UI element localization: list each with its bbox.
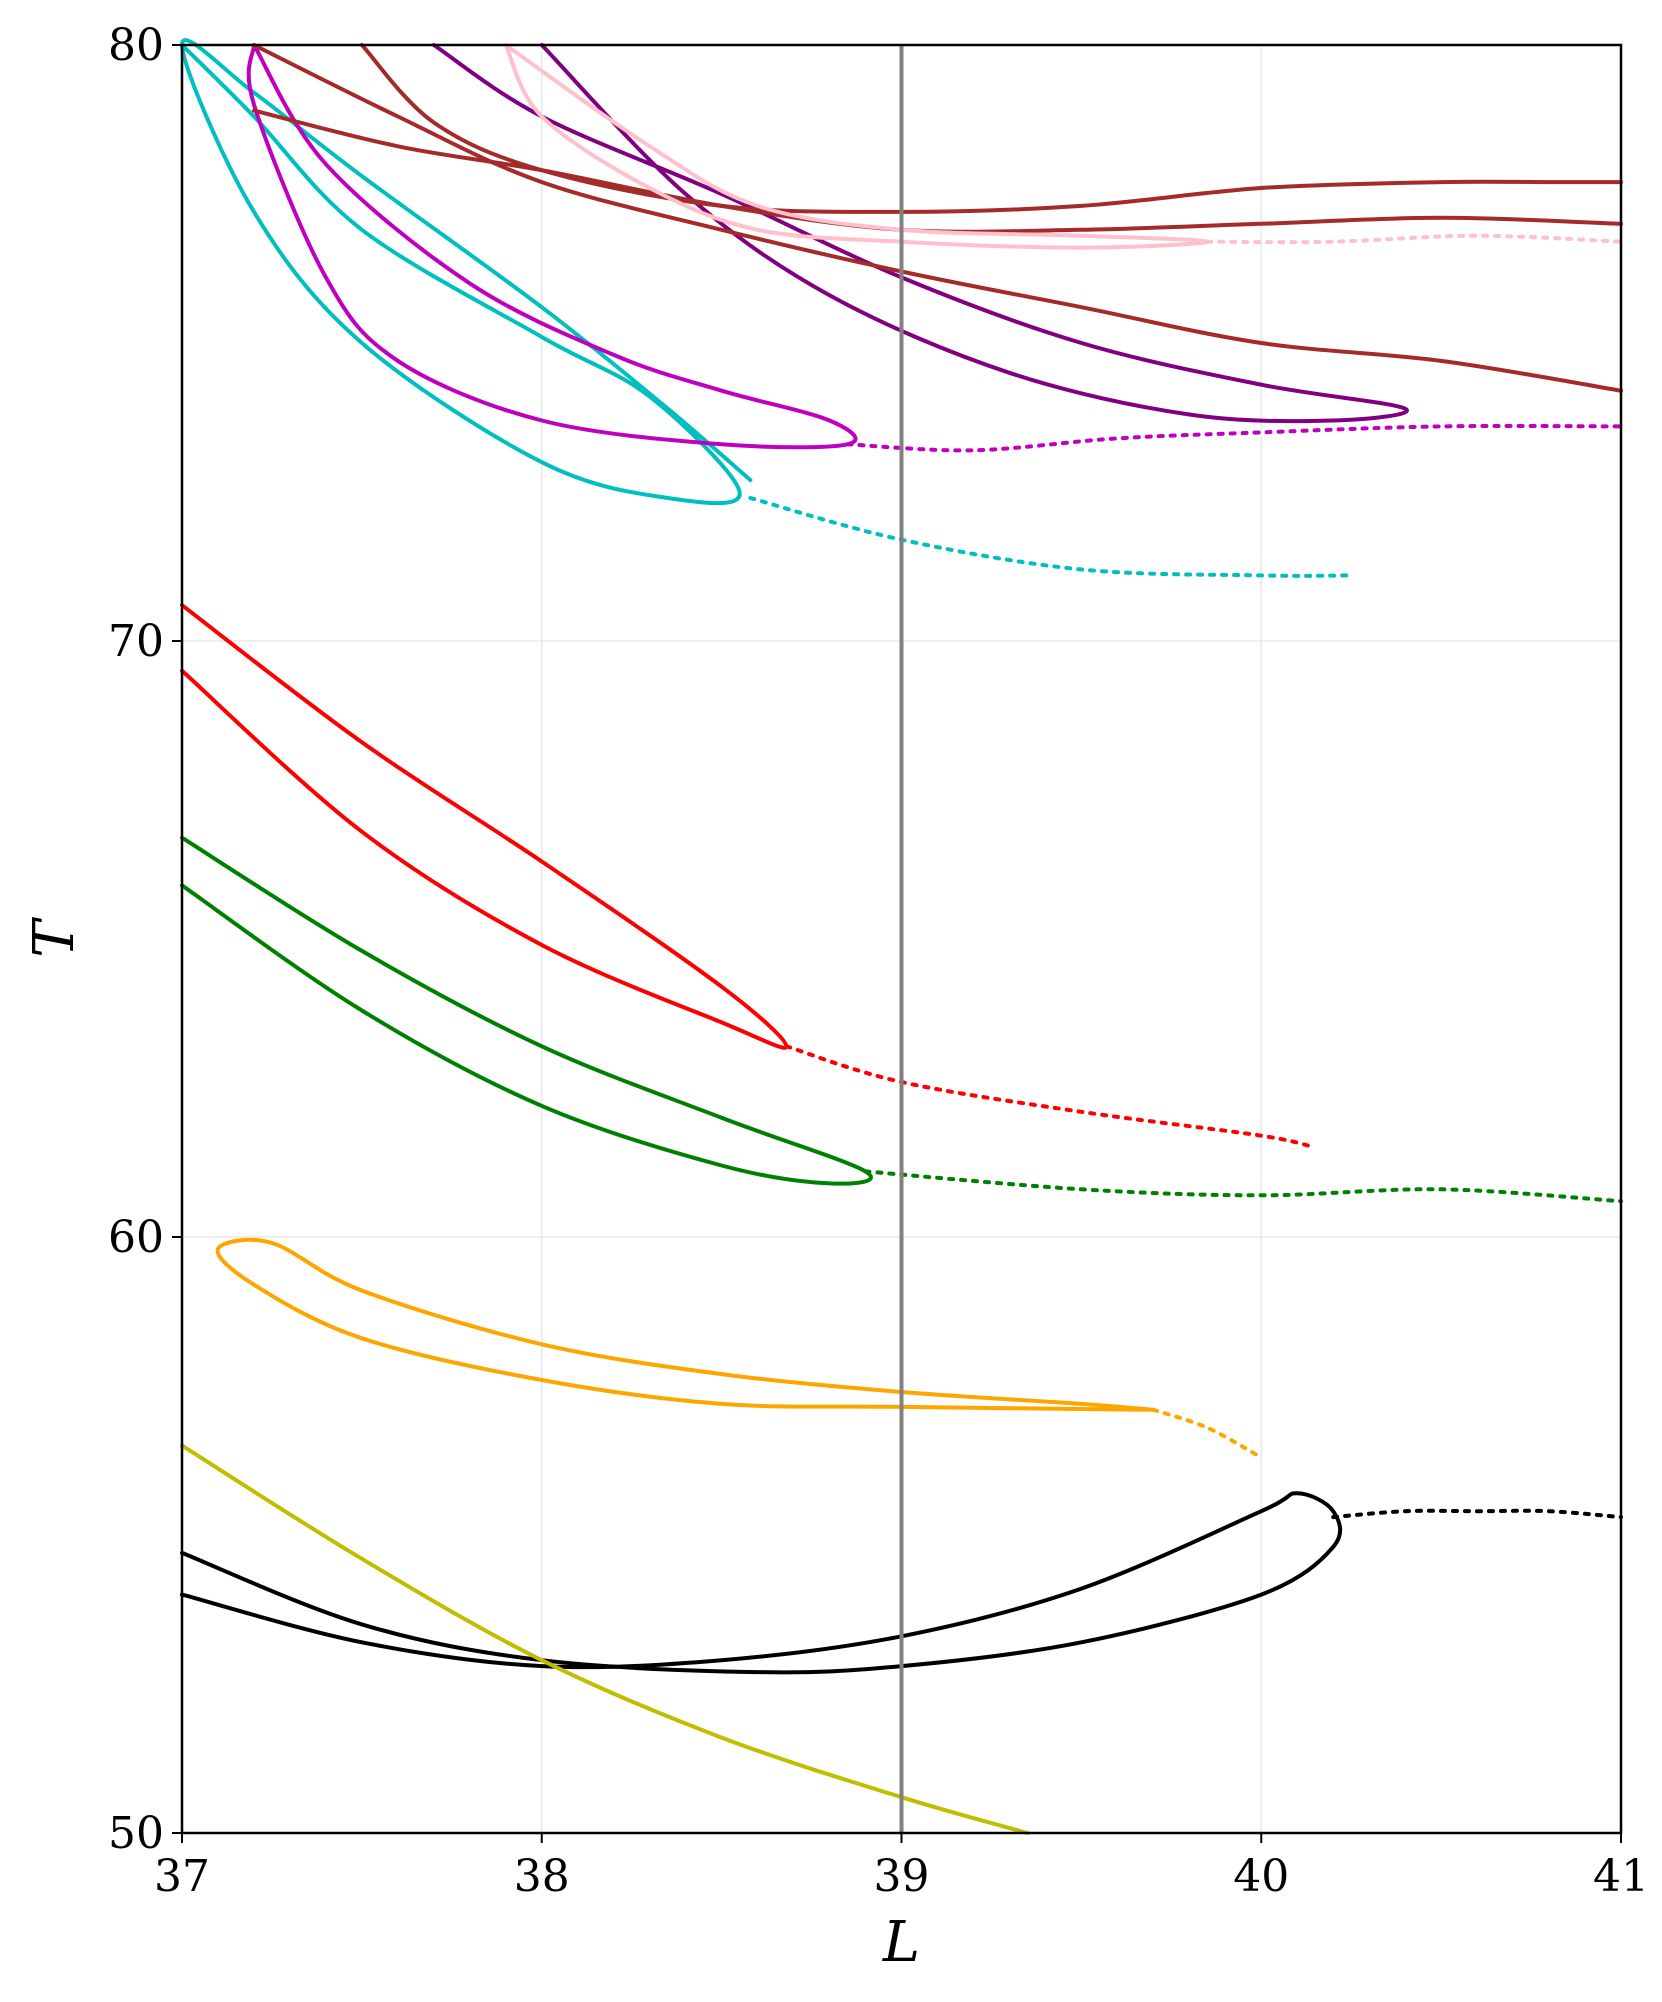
- series-red-dotted: [784, 1044, 1318, 1150]
- y-tick-label-60: 60: [108, 1212, 164, 1263]
- x-axis-label: L: [882, 1910, 920, 1975]
- series-magenta-dotted: [845, 423, 1623, 453]
- x-tick-label-41: 41: [1593, 1851, 1649, 1902]
- series-cyan-dotted: [748, 496, 1354, 578]
- y-tick-labels: 50 60 70 80: [108, 20, 164, 1859]
- x-tick-label-39: 39: [874, 1851, 930, 1902]
- series-group: [180, 38, 1623, 1835]
- x-tick-label-38: 38: [514, 1851, 570, 1902]
- series-cyan-solid: [180, 38, 753, 506]
- series-purple-solid: [431, 43, 1409, 424]
- series-black-dotted: [1331, 1508, 1623, 1520]
- series-green-dotted: [863, 1169, 1623, 1204]
- ticks-group: [172, 44, 1622, 1843]
- series-orange-dotted: [1151, 1407, 1264, 1460]
- y-axis-label: T: [22, 917, 87, 958]
- series-brown-2-solid: [359, 43, 1623, 214]
- x-tick-label-37: 37: [154, 1851, 210, 1902]
- y-tick-label-50: 50: [108, 1808, 164, 1859]
- x-tick-label-40: 40: [1233, 1851, 1289, 1902]
- y-tick-label-80: 80: [108, 20, 164, 71]
- series-pink-dotted: [1205, 233, 1623, 245]
- series-green-solid: [180, 835, 873, 1186]
- series-magenta-solid: [246, 43, 858, 450]
- series-pink-solid: [503, 43, 1210, 250]
- series-black-solid: [180, 1491, 1343, 1675]
- series-red-solid: [180, 603, 789, 1050]
- y-tick-label-70: 70: [108, 616, 164, 667]
- series-orange-solid: [215, 1237, 1156, 1412]
- x-tick-labels: 37 38 39 40 41: [154, 1851, 1649, 1902]
